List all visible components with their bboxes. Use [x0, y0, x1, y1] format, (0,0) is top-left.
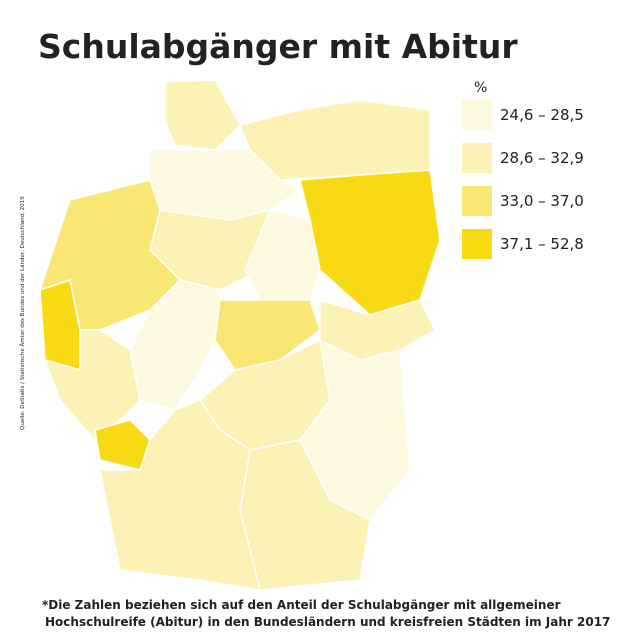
legend: 24,6 – 28,5 28,6 – 32,9 33,0 – 37,0 37,1 – …	[462, 100, 584, 259]
legend-label: 33,0 – 37,0	[500, 192, 584, 210]
source: Quelle: DeStatis / Statistische Ämter de…	[19, 196, 26, 430]
legend-swatch	[462, 186, 492, 216]
region	[299, 169, 441, 316]
legend-swatch	[462, 100, 492, 130]
legend-label: 28,6 – 32,9	[500, 149, 584, 167]
germany-map	[38, 79, 441, 591]
region	[99, 399, 262, 591]
footnote: *Die Zahlen beziehen sich auf den Anteil…	[42, 598, 561, 612]
region	[164, 79, 241, 151]
region	[214, 299, 321, 371]
title: Schulabgänger mit Abitur	[38, 27, 518, 66]
region	[43, 329, 141, 442]
legend-label: 24,6 – 28,5	[500, 106, 584, 124]
footnote: Hochschulreife (Abitur) in den Bundeslän…	[45, 615, 610, 629]
legend-unit: %	[474, 80, 487, 96]
legend-swatch	[462, 143, 492, 173]
legend-label: 37,1 – 52,8	[500, 235, 584, 253]
legend-swatch	[462, 229, 492, 259]
